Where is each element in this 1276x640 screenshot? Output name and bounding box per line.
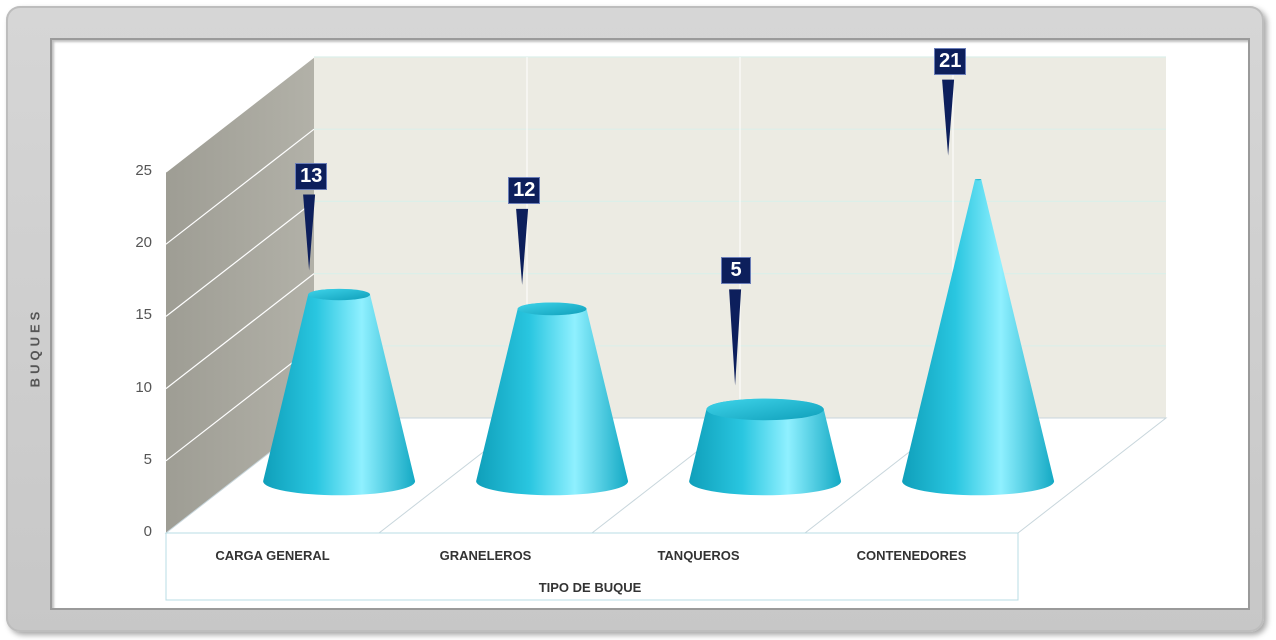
data-label-pointer: [516, 208, 529, 285]
category-label: TANQUEROS: [657, 548, 740, 563]
cone-cap: [308, 288, 371, 301]
gridline-side: [165, 56, 315, 173]
gridlines: [165, 56, 1166, 534]
cones: [263, 79, 1055, 496]
y-tick-label: 20: [135, 234, 152, 252]
y-tick-label: 25: [135, 162, 152, 179]
cone-cap: [974, 179, 982, 181]
cone-body: [263, 288, 416, 496]
data-label-pointer: [729, 289, 742, 386]
gridline-side: [165, 128, 315, 245]
cone-body: [902, 179, 1055, 496]
gridline-side: [165, 200, 315, 317]
y-tick-label: 0: [143, 523, 152, 540]
y-tick-label: 5: [143, 450, 152, 468]
category-label: CONTENEDORES: [856, 548, 967, 563]
gridline-side: [165, 273, 315, 390]
y-tick-label: 15: [135, 306, 152, 324]
data-label: 5: [721, 257, 752, 285]
gridline-side: [165, 345, 315, 462]
category-box: [165, 532, 1019, 601]
cone-bar: [476, 302, 629, 496]
data-label-pointer: [303, 194, 316, 271]
data-label: 21: [934, 47, 967, 75]
category-label: GRANELEROS: [439, 548, 532, 563]
data-label-pointer: [942, 79, 955, 156]
cone-cap: [517, 302, 587, 316]
y-axis-label: BUQUES: [27, 307, 43, 388]
data-label: 12: [508, 176, 541, 204]
cone-cap: [706, 398, 824, 421]
cone-bar: [263, 288, 416, 496]
cone-bar: [902, 179, 1055, 496]
x-axis-title: TIPO DE BUQUE: [538, 580, 642, 595]
data-label: 13: [295, 162, 328, 190]
side-wall: [166, 57, 314, 533]
cone-body: [689, 398, 842, 496]
cone-body: [476, 302, 629, 496]
y-tick-label: 10: [135, 378, 152, 396]
category-label: CARGA GENERAL: [215, 548, 330, 563]
cone-bar: [689, 398, 842, 496]
y-axis-label-wrap: BUQUES: [20, 300, 50, 400]
